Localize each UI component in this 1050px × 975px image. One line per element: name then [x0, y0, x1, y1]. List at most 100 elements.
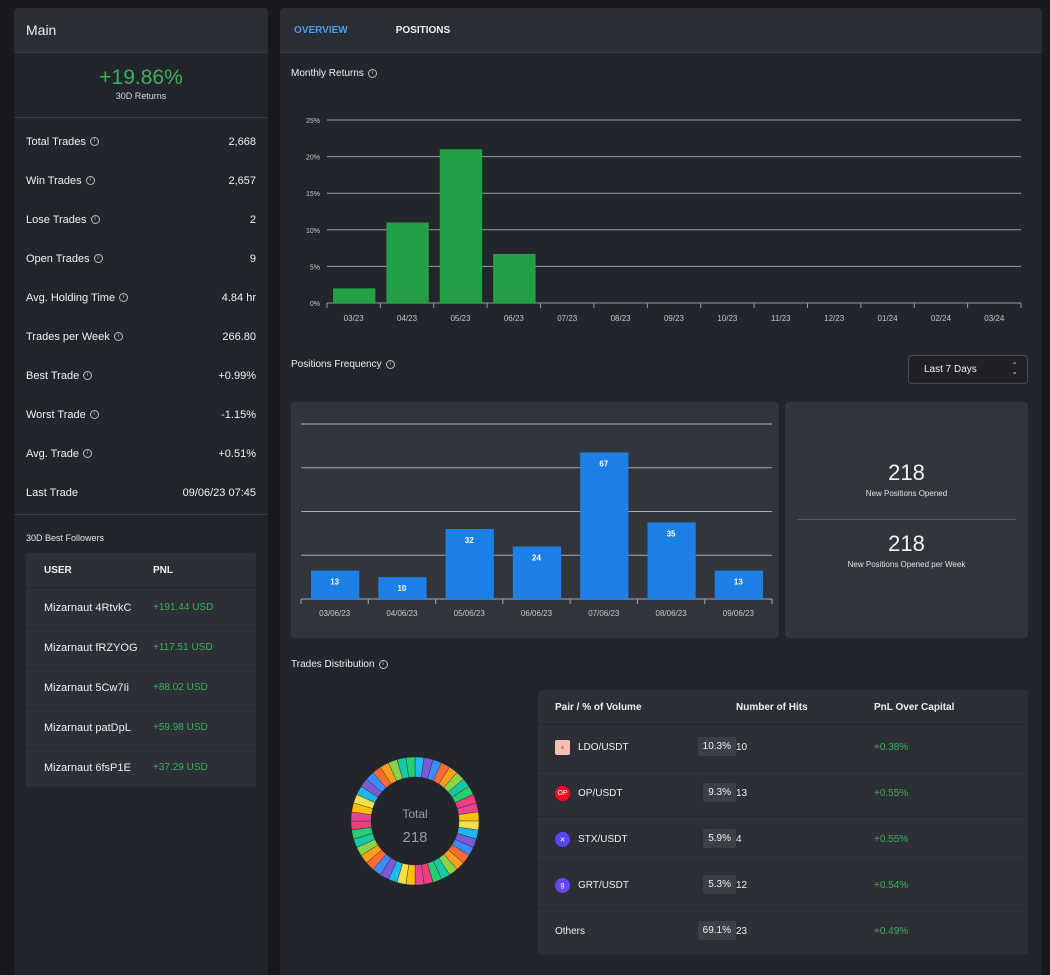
info-icon[interactable]: i	[89, 137, 99, 146]
positions-frequency-label: Positions Frequency	[291, 359, 382, 370]
stat-label-text: Avg. Trade	[26, 447, 79, 460]
stat-value: -1.15%	[221, 408, 256, 421]
follower-row[interactable]: Mizarnaut 5Cw7Ii +88.02 USD	[26, 668, 256, 708]
stat-row: Best Trade i +0.99%	[14, 356, 268, 395]
x-tick-label: 03/24	[984, 314, 1005, 323]
stat-value: 09/06/23 07:45	[182, 486, 256, 499]
follower-row[interactable]: Mizarnaut 6fsP1E +37.29 USD	[26, 748, 256, 788]
tab-overview[interactable]: OVERVIEW	[294, 24, 348, 36]
pair-name: STX/USDT	[578, 834, 628, 845]
trades-distribution-donut: Total 218	[350, 756, 480, 886]
follower-row[interactable]: Mizarnaut fRZYOG +117.51 USD	[26, 628, 256, 668]
follower-pnl: +117.51 USD	[153, 642, 213, 653]
returns-summary: +19.86% 30D Returns	[14, 53, 268, 118]
follower-user: Mizarnaut patDpL	[44, 721, 131, 734]
stat-label: Avg. Trade i	[26, 448, 92, 460]
period-select-value: Last 7 Days	[924, 364, 977, 375]
stats-list: Total Trades i 2,668 Win Trades i 2,657 Lose T…	[14, 118, 268, 515]
stat-label-text: Avg. Holding Time	[26, 291, 116, 304]
info-icon[interactable]: i	[119, 293, 129, 302]
stat-label-text: Open Trades	[26, 252, 90, 265]
bar	[580, 452, 629, 599]
stat-label: Best Trade i	[26, 370, 93, 382]
follower-pnl: +59.98 USD	[153, 722, 208, 733]
stat-value: +0.99%	[218, 369, 256, 382]
stx-icon: ✕	[555, 832, 570, 847]
x-tick-label: 10/23	[717, 314, 738, 323]
pair-row[interactable]: Others 69.1% 23 +0.49%	[538, 909, 1028, 955]
donut-total: 218	[402, 829, 427, 846]
pair-volume-pct: 5.9%	[703, 829, 736, 848]
data-label: 10	[397, 584, 406, 593]
stat-label-text: Last Trade	[26, 486, 78, 499]
info-icon[interactable]: i	[89, 410, 99, 419]
follower-user: Mizarnaut 6fsP1E	[44, 761, 131, 774]
data-label: 67	[599, 459, 608, 468]
x-tick-label: 01/24	[878, 314, 899, 323]
pair-name: LDO/USDT	[578, 742, 629, 753]
stat-value: 4.84 hr	[221, 291, 256, 304]
period-select[interactable]: Last 7 Days ⌃ ⌄	[908, 355, 1028, 384]
stat-value: 2,668	[228, 135, 256, 148]
user-column-header: USER	[44, 564, 72, 576]
hits-column-header: Number of Hits	[736, 701, 808, 713]
pair-volume-pct: 5.3%	[703, 875, 736, 894]
bar	[445, 529, 494, 599]
follower-row[interactable]: Mizarnaut 4RtvkC +191.44 USD	[26, 588, 256, 628]
pair-pnl: +0.49%	[874, 926, 909, 937]
x-tick-label: 03/23	[344, 314, 365, 323]
data-label: 24	[532, 554, 541, 563]
info-icon[interactable]: i	[385, 360, 395, 369]
y-tick-label: 15%	[306, 191, 320, 198]
pair-row[interactable]: OP OP/USDT 9.3% 13 +0.55%	[538, 771, 1028, 817]
stat-label: Win Trades i	[26, 175, 95, 187]
data-label: 32	[465, 536, 474, 545]
ldo-icon: ▲	[555, 740, 570, 755]
info-icon[interactable]: i	[93, 254, 103, 263]
x-tick-label: 03/06/23	[319, 609, 351, 618]
info-icon[interactable]: i	[367, 69, 377, 78]
x-tick-label: 07/23	[557, 314, 578, 323]
new-positions-week-value: 218	[888, 531, 925, 556]
bar	[647, 522, 696, 599]
info-icon[interactable]: i	[85, 176, 95, 185]
y-tick-label: 20%	[306, 155, 320, 162]
info-icon[interactable]: i	[113, 332, 123, 341]
pair-name: GRT/USDT	[578, 880, 629, 891]
followers-title: 30D Best Followers	[26, 533, 105, 543]
x-tick-label: 11/23	[771, 314, 791, 323]
donut-label: Total	[402, 807, 427, 821]
follower-user: Mizarnaut 4RtvkC	[44, 601, 132, 614]
x-tick-label: 05/23	[450, 314, 471, 323]
info-icon[interactable]: i	[378, 660, 388, 669]
stat-row: Open Trades i 9	[14, 239, 268, 278]
pair-cell: ▲ LDO/USDT 10.3%	[538, 725, 736, 770]
pair-row[interactable]: ✕ STX/USDT 5.9% 4 +0.55%	[538, 817, 1028, 863]
new-positions-week-label: New Positions Opened per Week	[847, 560, 966, 569]
pair-row[interactable]: g GRT/USDT 5.3% 12 +0.54%	[538, 863, 1028, 909]
stat-value: 2	[249, 213, 256, 226]
divider	[797, 519, 1016, 520]
pair-cell: g GRT/USDT 5.3%	[538, 863, 736, 908]
data-label: 13	[330, 578, 339, 587]
follower-user: Mizarnaut fRZYOG	[44, 641, 138, 654]
info-icon[interactable]: i	[90, 215, 100, 224]
pair-row[interactable]: ▲ LDO/USDT 10.3% 10 +0.38%	[538, 725, 1028, 771]
stat-row: Trades per Week i 266.80	[14, 317, 268, 356]
pair-hits: 23	[736, 926, 748, 937]
stat-row: Avg. Trade i +0.51%	[14, 434, 268, 473]
pair-name: Others	[555, 926, 586, 937]
bar	[386, 222, 429, 303]
stat-label-text: Worst Trade	[26, 408, 86, 421]
y-tick-label: 25%	[306, 118, 320, 125]
follower-row[interactable]: Mizarnaut patDpL +59.98 USD	[26, 708, 256, 748]
pair-hits: 12	[736, 880, 748, 891]
info-icon[interactable]: i	[83, 371, 93, 380]
x-tick-label: 09/23	[664, 314, 685, 323]
stat-label: Total Trades i	[26, 136, 99, 148]
stat-label-text: Win Trades	[26, 174, 82, 187]
stat-label-text: Trades per Week	[26, 330, 110, 343]
main-panel: OVERVIEW POSITIONS Monthly Returns i 0% 5…	[280, 8, 1042, 975]
info-icon[interactable]: i	[83, 449, 92, 458]
tab-positions[interactable]: POSITIONS	[395, 24, 451, 36]
